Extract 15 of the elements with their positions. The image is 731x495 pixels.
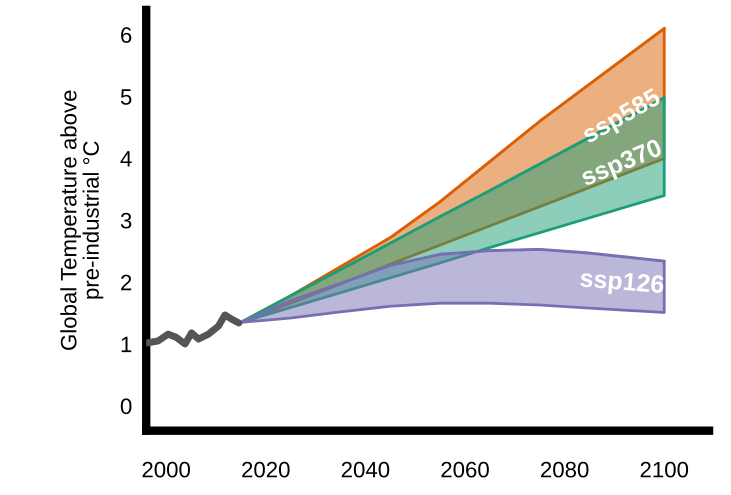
y-axis-title: Global Temperature above pre-industrial °C	[60, 90, 104, 350]
y-tick-label: 4	[120, 151, 132, 166]
x-tick-label: 2020	[242, 462, 290, 478]
y-tick-label: 6	[121, 27, 132, 43]
x-tick-label: 2000	[142, 462, 190, 478]
x-tick-label: 2080	[541, 462, 588, 478]
x-tick-label: 2100	[640, 462, 688, 478]
y-tick-label: 5	[120, 89, 132, 105]
y-tick-label: 0	[120, 398, 132, 414]
series-label: ssp126	[580, 268, 664, 298]
y-tick-label: 2	[121, 274, 132, 290]
y-tick-label: 3	[120, 212, 132, 229]
y-tick-label: 1	[122, 336, 132, 352]
x-tick-label: 2060	[441, 462, 489, 478]
x-tick-label: 2040	[342, 462, 390, 478]
